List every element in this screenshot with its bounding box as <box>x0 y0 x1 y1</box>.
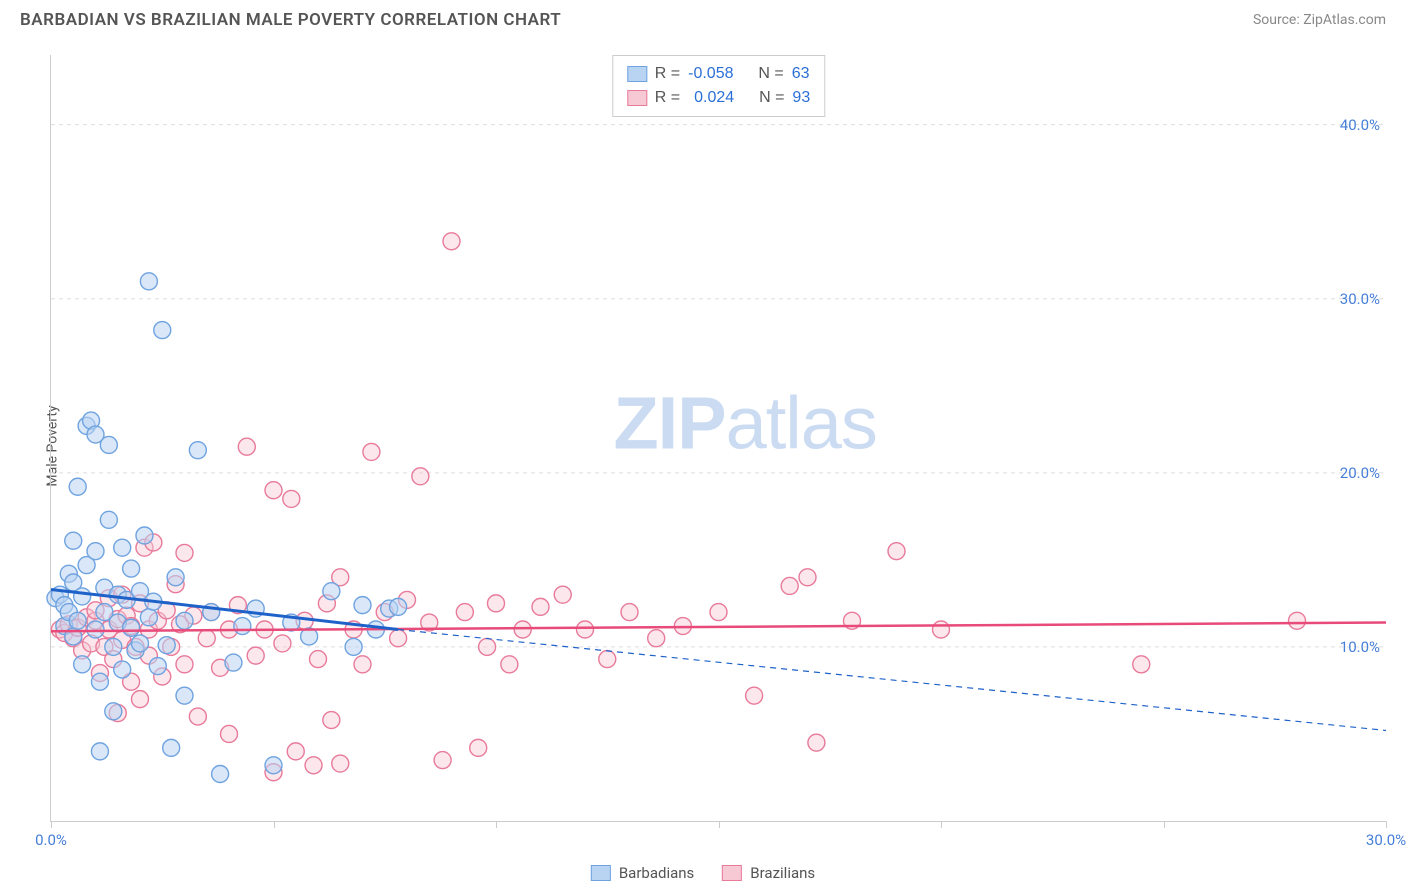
y-tick-label: 10.0% <box>1340 638 1380 656</box>
x-tick-label: 30.0% <box>1366 831 1406 849</box>
x-tick <box>496 821 497 828</box>
chart-header: BARBADIAN VS BRAZILIAN MALE POVERTY CORR… <box>0 0 1406 34</box>
legend-item-barbadians: Barbadians <box>591 864 694 882</box>
source-label: Source: ZipAtlas.com <box>1253 12 1386 28</box>
legend-swatch-barbadians <box>591 865 611 881</box>
x-tick-label: 0.0% <box>35 831 67 849</box>
legend-swatch-brazilians <box>722 865 742 881</box>
chart-title: BARBADIAN VS BRAZILIAN MALE POVERTY CORR… <box>20 10 561 30</box>
x-tick <box>274 821 275 828</box>
scatter-svg <box>51 55 1386 821</box>
y-tick-label: 40.0% <box>1340 116 1380 134</box>
y-tick-label: 20.0% <box>1340 464 1380 482</box>
y-tick-label: 30.0% <box>1340 290 1380 308</box>
legend-item-brazilians: Brazilians <box>722 864 815 882</box>
x-tick <box>1164 821 1165 828</box>
x-tick <box>1386 821 1387 828</box>
x-tick <box>941 821 942 828</box>
x-tick <box>719 821 720 828</box>
x-tick <box>51 821 52 828</box>
series-legend: Barbadians Brazilians <box>591 864 815 882</box>
chart-plot-area: ZIPatlas R = -0.058 N = 63 R = 0.024 N =… <box>50 55 1386 822</box>
